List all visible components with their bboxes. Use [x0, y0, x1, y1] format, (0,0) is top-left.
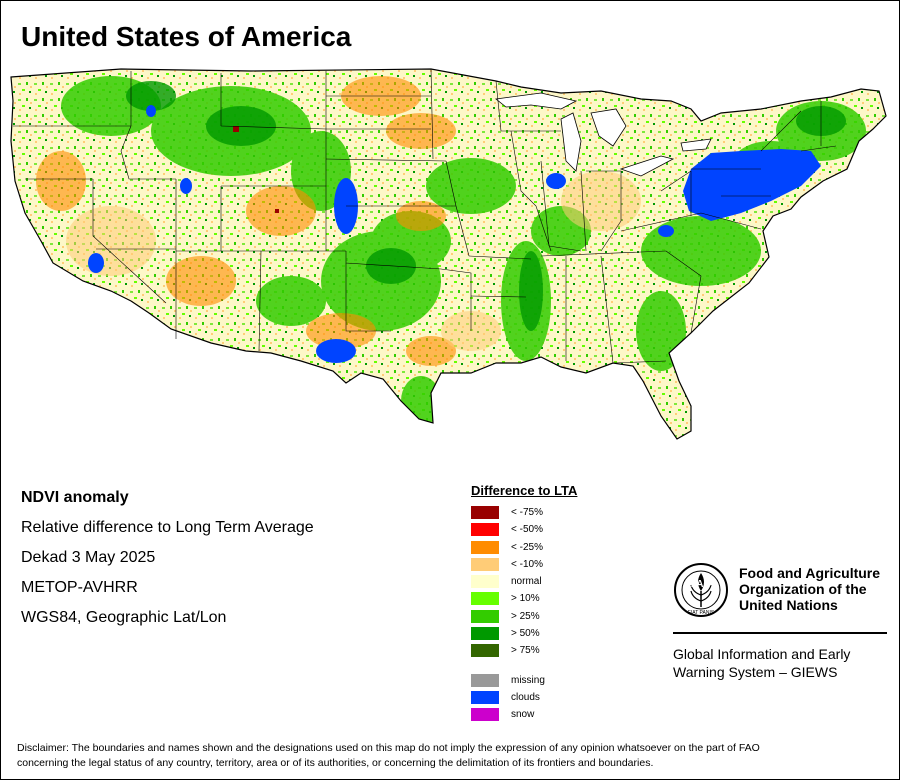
- legend-label: > 25%: [511, 610, 540, 622]
- svg-text:FAO: FAO: [691, 579, 712, 590]
- giews-line: Global Information and Early: [673, 646, 851, 662]
- legend-label: < -75%: [511, 507, 543, 518]
- fao-name-line: United Nations: [739, 597, 838, 613]
- legend-item-other: snow: [471, 706, 577, 723]
- great-lakes: [495, 92, 712, 177]
- legend-label: < -25%: [511, 541, 543, 553]
- product-heading: NDVI anomaly: [21, 489, 129, 506]
- legend-label: snow: [511, 709, 535, 721]
- fao-name-line: Organization of the: [739, 581, 867, 597]
- disclaimer: Disclaimer: The boundaries and names sho…: [17, 741, 887, 771]
- fao-name: Food and Agriculture Organization of the…: [739, 565, 880, 613]
- legend-swatch: [471, 644, 499, 658]
- disclaimer-line: Disclaimer: The boundaries and names sho…: [17, 742, 760, 754]
- legend-item: < -10%: [471, 556, 577, 573]
- legend-label: clouds: [511, 691, 540, 703]
- giews-name: Global Information and Early Warning Sys…: [673, 645, 889, 681]
- legend-swatch: [471, 609, 499, 623]
- legend-label: > 75%: [511, 645, 540, 657]
- legend-label: > 10%: [511, 593, 540, 605]
- legend-item: > 75%: [471, 642, 577, 659]
- legend-item: < -75%: [471, 504, 577, 521]
- legend-swatch: [471, 673, 499, 687]
- product-description: Relative difference to Long Term Average: [21, 519, 314, 536]
- legend-item: < -50%: [471, 521, 577, 538]
- legend-label: > 50%: [511, 628, 540, 640]
- legend-swatch: [471, 540, 499, 554]
- legend-swatch: [471, 575, 499, 589]
- disclaimer-line: concerning the legal status of any count…: [17, 757, 654, 769]
- anomaly-raster: [11, 69, 886, 439]
- legend-swatch: [471, 690, 499, 704]
- legend-item-other: clouds: [471, 689, 577, 706]
- legend-label: missing: [511, 674, 545, 686]
- legend-item: > 25%: [471, 608, 577, 625]
- legend-swatch: [471, 557, 499, 571]
- legend-swatch: [471, 708, 499, 722]
- giews-line: Warning System – GIEWS: [673, 664, 838, 680]
- map-info: NDVI anomaly Relative difference to Long…: [21, 487, 314, 637]
- legend-label: < -10%: [511, 558, 543, 570]
- state-boundaries: [13, 68, 837, 364]
- legend-item: normal: [471, 573, 577, 590]
- legend-label: normal: [511, 576, 542, 588]
- legend-swatch: [471, 627, 499, 641]
- product-sensor: METOP-AVHRR: [21, 579, 138, 596]
- svg-text:FIAT PANIS: FIAT PANIS: [688, 610, 715, 616]
- product-period: Dekad 3 May 2025: [21, 549, 156, 566]
- legend-swatch: [471, 506, 499, 519]
- product-projection: WGS84, Geographic Lat/Lon: [21, 609, 227, 626]
- legend-swatch: [471, 523, 499, 537]
- legend-label: < -50%: [511, 524, 543, 536]
- ndvi-anomaly-map: [10, 68, 887, 440]
- legend-item: > 10%: [471, 590, 577, 607]
- legend-item: > 50%: [471, 625, 577, 642]
- fao-logo-icon: FAO FIAT PANIS: [674, 563, 728, 617]
- fao-name-line: Food and Agriculture: [739, 565, 881, 581]
- legend-title: Difference to LTA: [471, 483, 578, 498]
- legend-item-other: missing: [471, 672, 577, 689]
- legend-item: < -25%: [471, 539, 577, 556]
- map-title: United States of America: [21, 21, 352, 52]
- divider: [673, 632, 887, 634]
- legend-swatch: [471, 592, 499, 606]
- us-outline: [10, 68, 887, 440]
- cloud-cover: [88, 105, 821, 363]
- legend: Difference to LTA < -75% < -50% < -25% <…: [471, 483, 577, 724]
